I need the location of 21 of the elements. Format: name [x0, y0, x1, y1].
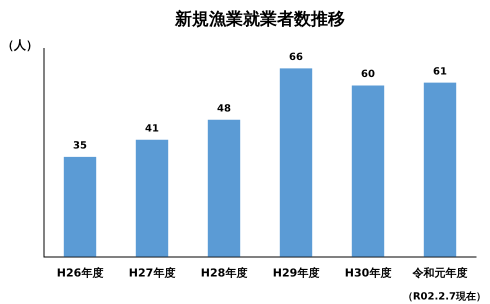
x-tick-label: H27年度	[128, 266, 176, 280]
x-tick-label: H26年度	[56, 266, 104, 280]
bar	[64, 156, 96, 257]
data-label: 66	[289, 52, 303, 63]
bar	[280, 68, 312, 257]
y-axis-title: （人）	[2, 38, 38, 52]
x-tick-label: 令和元年度	[412, 266, 468, 280]
x-tick-label: H29年度	[272, 266, 320, 280]
data-label: 41	[145, 123, 159, 134]
bar	[136, 140, 168, 257]
x-tick-label: H28年度	[200, 266, 248, 280]
bar	[208, 120, 240, 257]
bar	[352, 86, 384, 257]
bar	[424, 82, 456, 257]
chart-title: 新規漁業就業者数推移	[174, 10, 345, 30]
data-label: 61	[433, 66, 447, 78]
data-label: 60	[361, 69, 375, 80]
data-label: 35	[73, 140, 87, 152]
data-label: 48	[217, 103, 231, 114]
text: （R02.2.7現在）	[402, 290, 486, 303]
x-tick-label: H30年度	[344, 266, 392, 280]
